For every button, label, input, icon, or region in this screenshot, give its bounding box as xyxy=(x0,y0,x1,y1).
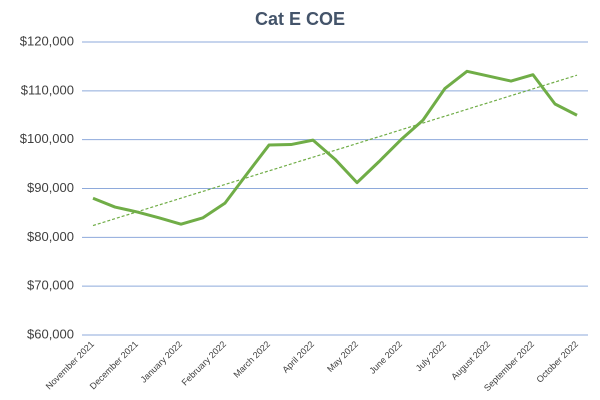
y-tick-label: $60,000 xyxy=(27,326,74,341)
x-tick-label: February 2022 xyxy=(180,339,228,387)
y-tick-label: $100,000 xyxy=(20,131,74,146)
x-tick-label: June 2022 xyxy=(367,339,404,376)
x-tick-label: April 2022 xyxy=(280,339,316,375)
y-tick-label: $110,000 xyxy=(21,82,74,97)
x-tick-label: July 2022 xyxy=(414,339,448,373)
data-line xyxy=(92,69,578,226)
x-tick-label: August 2022 xyxy=(449,339,492,382)
y-tick-label: $120,000 xyxy=(20,33,74,48)
trendline xyxy=(92,74,578,227)
x-tick-label: May 2022 xyxy=(325,339,360,374)
x-tick-label: October 2022 xyxy=(534,339,580,385)
x-tick-label: March 2022 xyxy=(231,339,272,380)
x-tick-label: January 2022 xyxy=(138,339,184,385)
y-tick-label: $90,000 xyxy=(27,180,74,195)
y-tick-label: $70,000 xyxy=(27,278,74,293)
y-tick-label: $80,000 xyxy=(27,229,74,244)
chart-title: Cat E COE xyxy=(255,9,345,29)
x-tick-label: December 2021 xyxy=(88,339,140,391)
